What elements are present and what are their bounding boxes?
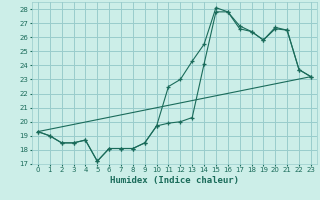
X-axis label: Humidex (Indice chaleur): Humidex (Indice chaleur) [110,176,239,185]
